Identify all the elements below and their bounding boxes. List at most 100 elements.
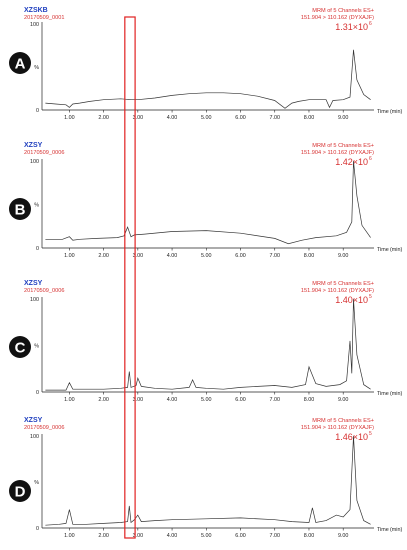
x-tick-label: 1.00 [64, 253, 75, 259]
intensity-label: 1.31×10 [335, 22, 368, 32]
x-tick-label: 3.00 [133, 397, 144, 403]
x-tick-label: 1.00 [64, 115, 75, 121]
panel-badge-circle [9, 198, 31, 220]
y-tick-label: 0 [36, 390, 39, 396]
x-tick-label: 9.00 [338, 115, 349, 121]
panel-letter: D [15, 484, 26, 501]
series-line [45, 435, 371, 526]
x-axis-label: Time [377, 109, 389, 115]
y-axis-label: % [34, 65, 39, 71]
channel-label: MRM of 5 Channels ES+ [312, 8, 374, 14]
transition-label: 151.904 > 110.162 (DYXAJF) [301, 150, 374, 156]
x-tick-label: 8.00 [304, 397, 315, 403]
y-tick-label: 0 [36, 108, 39, 114]
x-axis-unit: (min) [390, 391, 402, 397]
x-tick-label: 4.00 [167, 533, 178, 539]
x-tick-label: 2.00 [98, 533, 109, 539]
x-tick-label: 2.00 [98, 397, 109, 403]
x-axis-unit: (min) [390, 109, 402, 115]
run-id: 20170509_0001 [24, 15, 64, 21]
x-tick-label: 5.00 [201, 253, 212, 259]
intensity-exponent: 5 [369, 431, 372, 437]
transition-label: 151.904 > 110.162 (DYXAJF) [301, 425, 374, 431]
x-axis-unit: (min) [390, 527, 402, 533]
x-tick-label: 6.00 [235, 533, 246, 539]
intensity-label: 1.46×10 [335, 432, 368, 442]
sample-name: XZSY [24, 142, 43, 149]
x-tick-label: 9.00 [338, 397, 349, 403]
x-tick-label: 9.00 [338, 533, 349, 539]
x-tick-label: 5.00 [201, 115, 212, 121]
channel-label: MRM of 5 Channels ES+ [312, 143, 374, 149]
y-axis-label: % [34, 344, 39, 350]
x-tick-label: 8.00 [304, 533, 315, 539]
x-tick-label: 5.00 [201, 533, 212, 539]
y-tick-label: 100 [30, 434, 39, 440]
panel-badge: D [9, 480, 31, 502]
intensity-label: 1.42×10 [335, 157, 368, 167]
y-axis-label: % [34, 203, 39, 209]
x-axis-label: Time [377, 527, 389, 533]
x-tick-label: 8.00 [304, 253, 315, 259]
channel-label: MRM of 5 Channels ES+ [312, 418, 374, 424]
panel-badge-circle [9, 52, 31, 74]
panel-letter: C [15, 340, 26, 357]
panel-badge-circle [9, 336, 31, 358]
series-line [45, 49, 371, 109]
intensity-exponent: 6 [369, 156, 372, 162]
x-tick-label: 8.00 [304, 115, 315, 121]
y-tick-label: 100 [30, 22, 39, 28]
transition-label: 151.904 > 110.162 (DYXAJF) [301, 288, 374, 294]
x-tick-label: 7.00 [269, 397, 280, 403]
y-axis-label: % [34, 480, 39, 486]
x-tick-label: 3.00 [133, 533, 144, 539]
x-tick-label: 1.00 [64, 533, 75, 539]
run-id: 20170509_0006 [24, 425, 64, 431]
x-axis-label: Time [377, 391, 389, 397]
panel-letter: B [15, 202, 26, 219]
intensity-exponent: 6 [369, 21, 372, 27]
series-line [45, 160, 371, 245]
run-id: 20170509_0006 [24, 150, 64, 156]
panel-letter: A [15, 56, 26, 73]
x-axis-label: Time [377, 247, 389, 253]
y-tick-label: 0 [36, 246, 39, 252]
x-tick-label: 4.00 [167, 115, 178, 121]
x-tick-label: 3.00 [133, 115, 144, 121]
x-tick-label: 5.00 [201, 397, 212, 403]
y-tick-label: 100 [30, 297, 39, 303]
sample-name: XZSKB [24, 7, 48, 14]
y-tick-label: 100 [30, 159, 39, 165]
x-tick-label: 7.00 [269, 115, 280, 121]
panel-badge: C [9, 336, 31, 358]
panel-badge-circle [9, 480, 31, 502]
highlight-box [124, 16, 136, 539]
x-tick-label: 4.00 [167, 397, 178, 403]
x-tick-label: 7.00 [269, 253, 280, 259]
sample-name: XZSY [24, 280, 43, 287]
run-id: 20170509_0006 [24, 288, 64, 294]
panel-badge: A [9, 52, 31, 74]
x-tick-label: 3.00 [133, 253, 144, 259]
x-tick-label: 1.00 [64, 397, 75, 403]
x-tick-label: 2.00 [98, 115, 109, 121]
x-tick-label: 9.00 [338, 253, 349, 259]
y-tick-label: 0 [36, 526, 39, 532]
x-tick-label: 7.00 [269, 533, 280, 539]
intensity-label: 1.40×10 [335, 295, 368, 305]
x-tick-label: 6.00 [235, 115, 246, 121]
x-tick-label: 2.00 [98, 253, 109, 259]
channel-label: MRM of 5 Channels ES+ [312, 281, 374, 287]
x-tick-label: 4.00 [167, 253, 178, 259]
series-line [45, 298, 371, 391]
transition-label: 151.904 > 110.162 (DYXAJF) [301, 15, 374, 21]
x-tick-label: 6.00 [235, 253, 246, 259]
x-tick-label: 6.00 [235, 397, 246, 403]
panel-badge: B [9, 198, 31, 220]
sample-name: XZSY [24, 417, 43, 424]
